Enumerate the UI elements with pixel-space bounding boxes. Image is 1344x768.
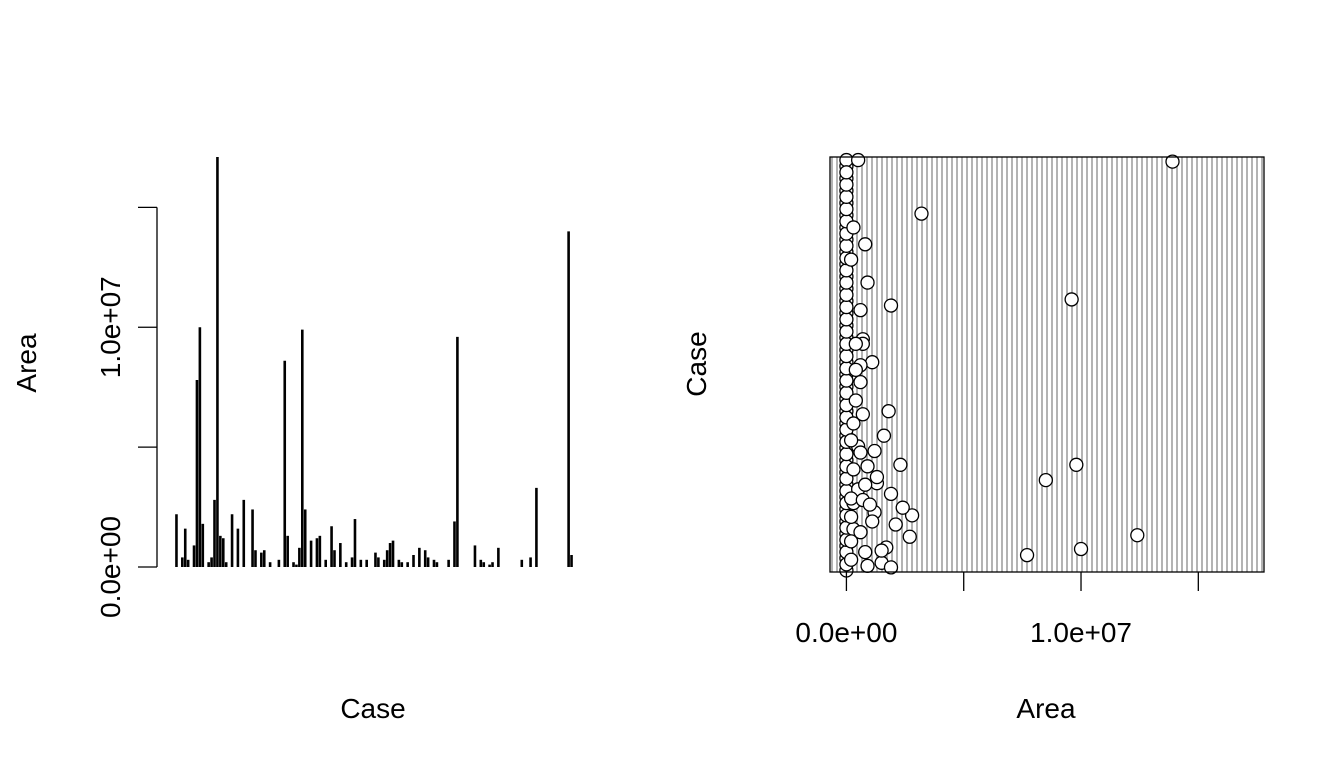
y-tick-label: 1.0e+07	[95, 276, 126, 378]
scatter-point	[843, 509, 859, 525]
scatter-point	[848, 362, 863, 378]
scatter-chart-panel: 0.0e+00 1.0e+07 Area Case	[681, 152, 1265, 724]
scatter-point	[888, 517, 903, 532]
scatter-point	[839, 373, 854, 388]
scatter-point	[839, 275, 854, 290]
scatter-point	[893, 457, 908, 472]
x-tick-label: 1.0e+07	[1030, 617, 1132, 648]
scatter-point	[839, 238, 854, 253]
scatter-point	[839, 189, 854, 204]
x-tick-label: 0.0e+00	[795, 617, 897, 648]
y-tick-label: 0.0e+00	[95, 516, 126, 618]
x-axis-ticks: 0.0e+00 1.0e+07	[795, 572, 1199, 648]
scatter-point	[839, 299, 854, 315]
scatter-point	[1019, 548, 1035, 563]
scatter-point	[843, 433, 859, 448]
scatter-point	[853, 445, 868, 460]
scatter-point	[839, 287, 854, 302]
scatter-point	[839, 152, 854, 168]
bar-series	[175, 157, 573, 567]
scatter-point	[839, 348, 854, 364]
scatter-point	[883, 560, 899, 575]
scatter-point	[843, 552, 859, 567]
scatter-point	[865, 514, 880, 529]
plot-frame	[829, 156, 1265, 573]
y-axis-ticks: 0.0e+00 1.0e+07	[95, 206, 157, 618]
scatter-point	[1165, 154, 1180, 169]
scatter-point	[839, 446, 854, 462]
scatter-point	[843, 491, 859, 506]
scatter-point	[855, 407, 870, 422]
scatter-point	[839, 312, 854, 327]
scatter-points	[839, 152, 1180, 578]
scatter-point	[904, 508, 920, 523]
scatter-point	[1064, 292, 1079, 307]
scatter-point	[883, 298, 899, 313]
scatter-point	[895, 500, 910, 515]
scatter-point	[853, 374, 868, 390]
scatter-point	[914, 206, 929, 221]
scatter-point	[865, 355, 880, 370]
scatter-point	[1069, 457, 1084, 472]
scatter-point	[881, 404, 896, 419]
scatter-point	[860, 275, 875, 290]
scatter-point	[860, 459, 875, 474]
scatter-point	[846, 220, 861, 235]
scatter-point	[848, 336, 863, 351]
x-axis-label: Area	[1016, 693, 1076, 724]
scatter-point	[853, 302, 868, 318]
y-axis-label: Case	[681, 331, 712, 396]
scatter-point	[848, 393, 863, 408]
scatter-point	[853, 525, 868, 540]
scatter-point	[869, 469, 885, 485]
scatter-point	[1130, 528, 1145, 543]
scatter-point	[862, 497, 878, 512]
scatter-point	[843, 534, 859, 549]
scatter-point	[846, 462, 861, 477]
x-axis-label: Case	[340, 693, 405, 724]
scatter-point	[1073, 541, 1089, 557]
y-axis-label: Area	[11, 333, 42, 393]
scatter-point	[867, 443, 882, 459]
bar-chart-panel: 0.0e+00 1.0e+07 Case Area	[11, 157, 573, 724]
scatter-point	[1038, 472, 1053, 488]
scatter-point	[902, 529, 917, 544]
scatter-point	[860, 558, 875, 574]
scatter-point	[851, 152, 866, 168]
scatter-point	[839, 201, 854, 217]
scatter-point	[843, 252, 859, 267]
scatter-point	[839, 177, 854, 192]
scatter-point	[876, 428, 892, 443]
scatter-point	[839, 324, 854, 339]
scatter-point	[858, 237, 873, 252]
scatter-point	[839, 165, 854, 180]
scatter-point	[883, 486, 899, 502]
scatter-point	[874, 543, 889, 558]
scatter-point	[858, 477, 873, 492]
scatter-point	[846, 416, 861, 431]
scatter-point	[858, 544, 873, 560]
